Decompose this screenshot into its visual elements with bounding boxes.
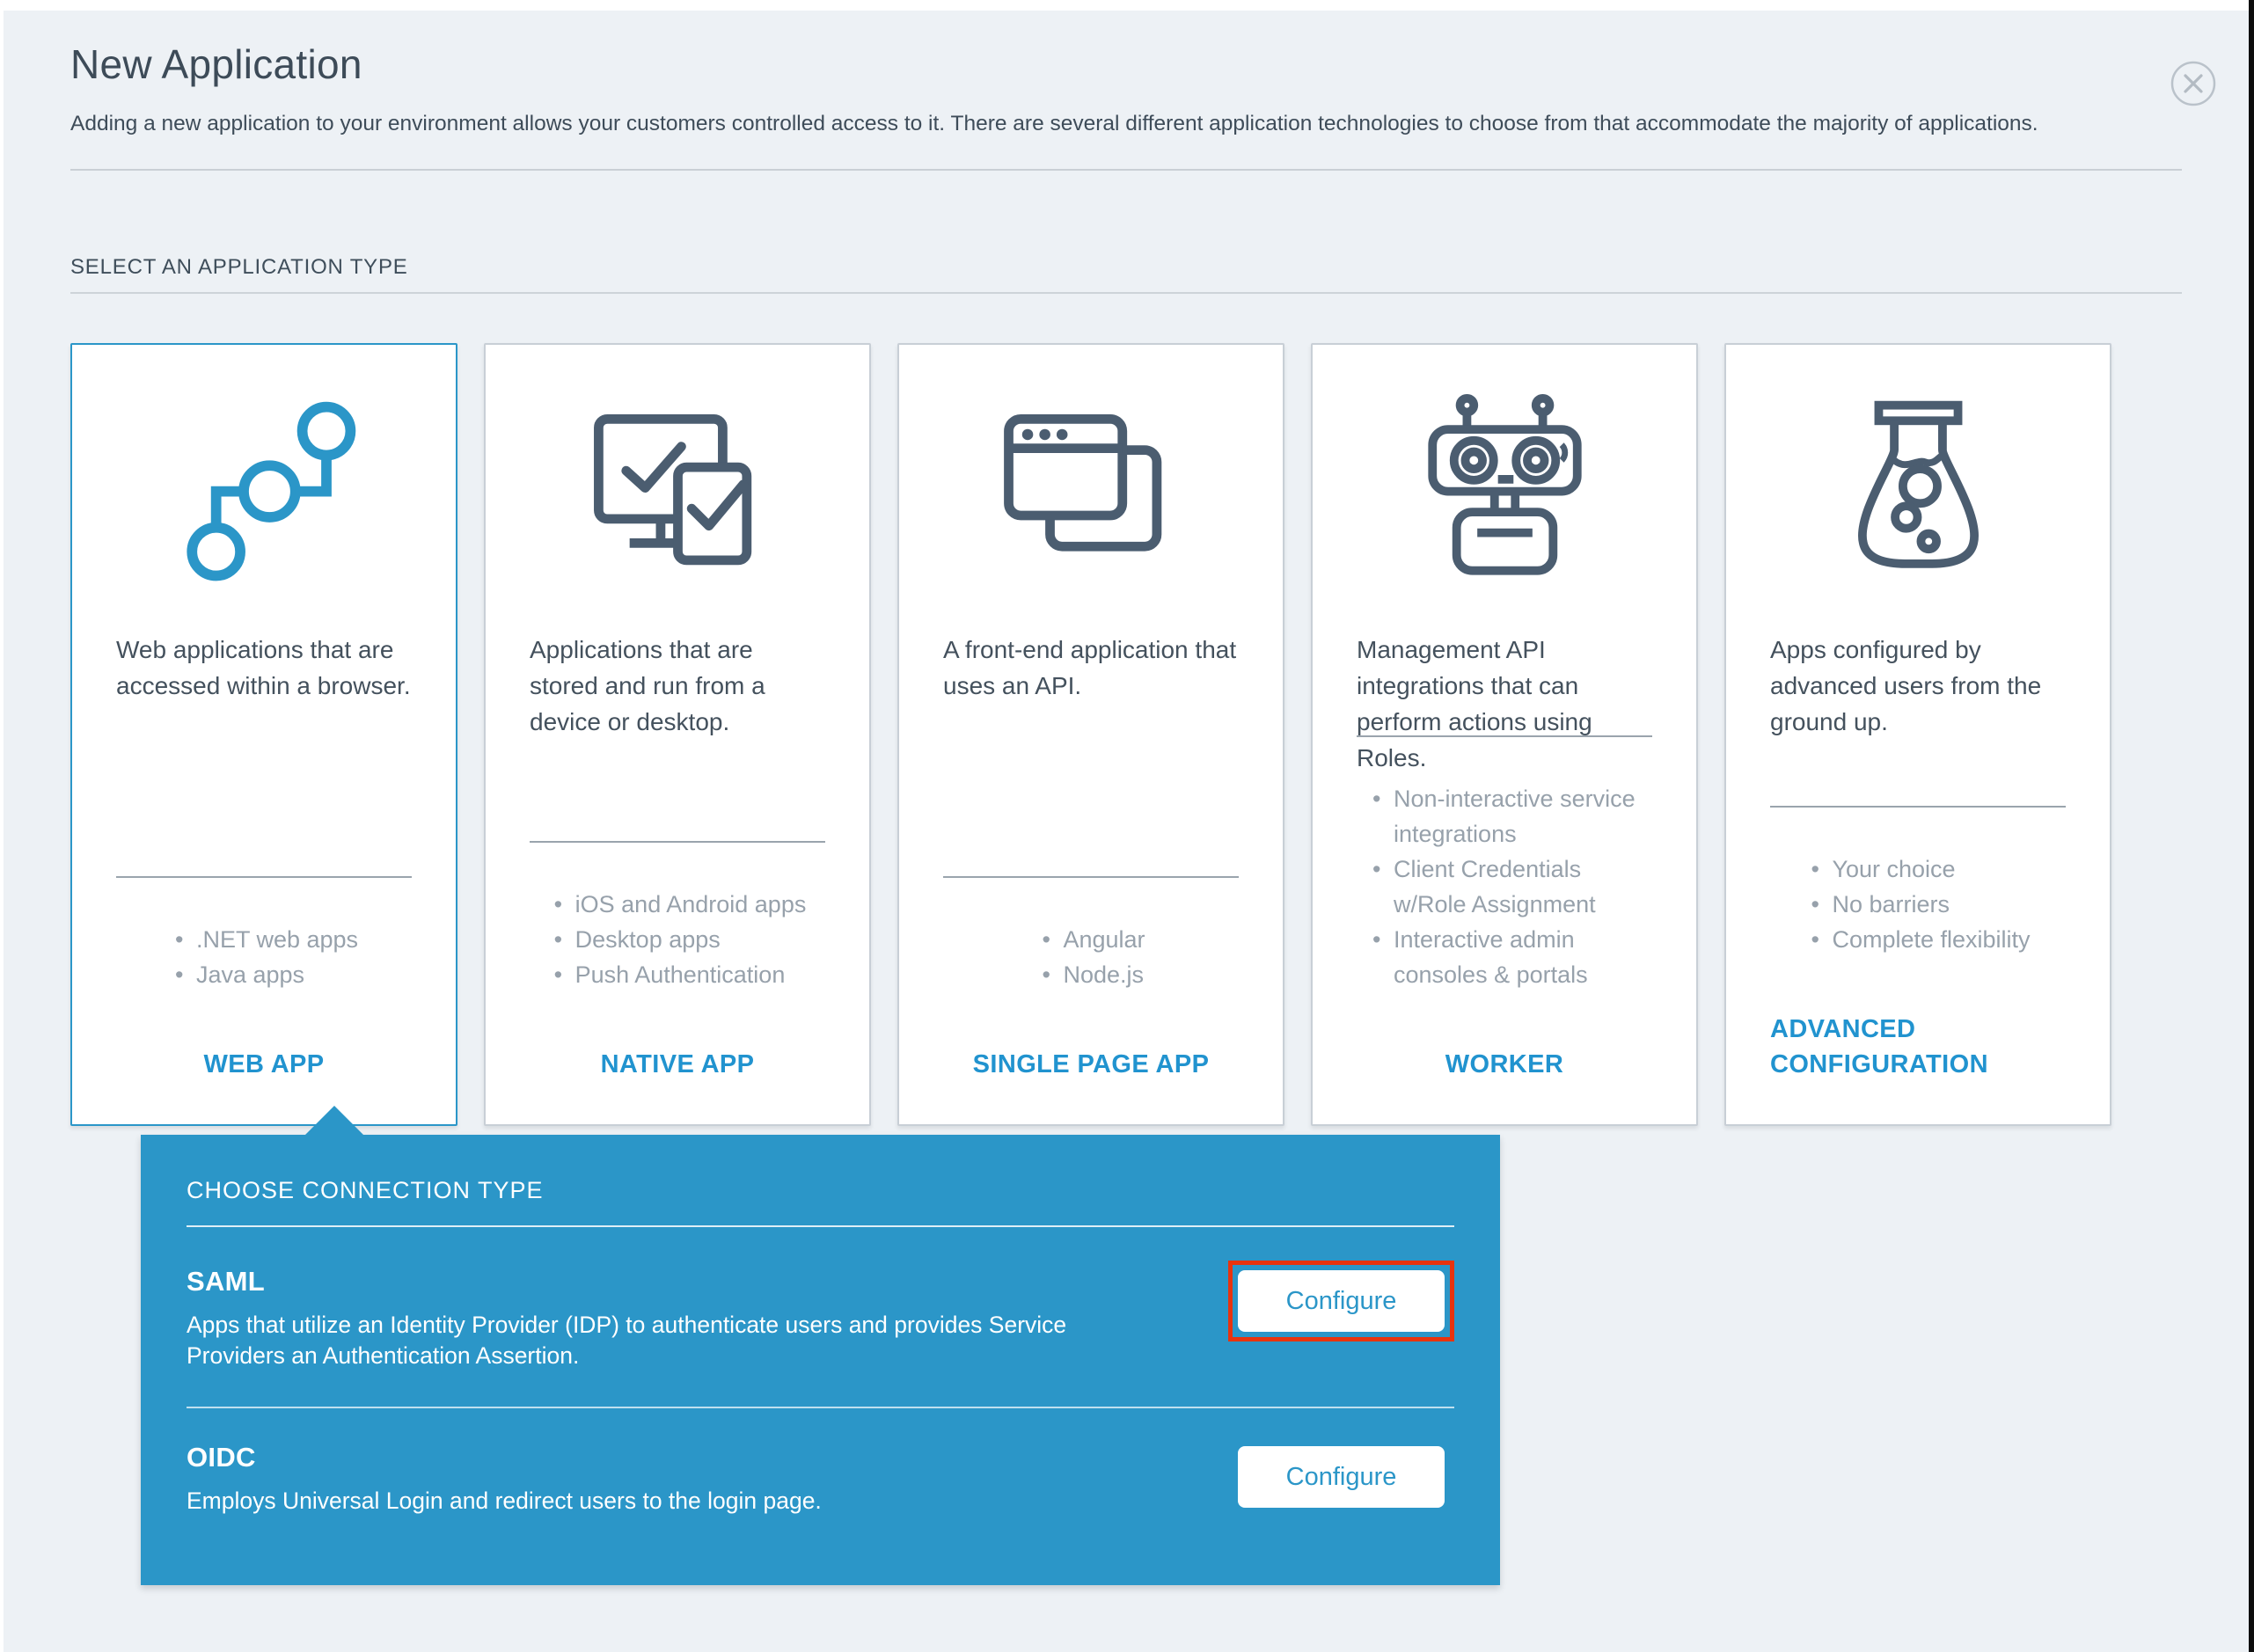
- divider: [116, 876, 412, 878]
- card-bullet-list: Your choice No barriers Complete flexibi…: [1805, 852, 2030, 957]
- card-description: Management API integrations that can per…: [1357, 636, 1592, 771]
- card-single-page-app[interactable]: A front-end application that uses an API…: [897, 343, 1284, 1126]
- close-button[interactable]: [2170, 60, 2217, 107]
- oidc-configure-button[interactable]: Configure: [1238, 1446, 1445, 1508]
- saml-configure-button[interactable]: Configure: [1238, 1270, 1445, 1332]
- divider: [1357, 735, 1652, 737]
- bullet-item: No barriers: [1805, 887, 2030, 922]
- card-native-app[interactable]: Applications that are stored and run fro…: [484, 343, 871, 1126]
- flask-icon: [1726, 389, 2110, 600]
- card-description: Web applications that are accessed withi…: [116, 636, 411, 699]
- card-description: A front-end application that uses an API…: [943, 636, 1237, 699]
- bullet-item: Non-interactive service integrations: [1367, 781, 1642, 852]
- card-type-label: ADVANCED CONFIGURATION: [1770, 1015, 1988, 1078]
- bullet-item: .NET web apps: [170, 922, 358, 957]
- dialog-description: Adding a new application to your environ…: [70, 112, 2038, 135]
- divider: [530, 841, 825, 843]
- application-type-cards: Web applications that are accessed withi…: [70, 343, 2182, 1126]
- button-spacer: Configure: [1228, 1436, 1454, 1517]
- card-type-label: WEB APP: [203, 1050, 325, 1078]
- page-title: New Application: [70, 41, 362, 87]
- connection-name: OIDC: [187, 1442, 256, 1473]
- highlight-outline: Configure: [1228, 1261, 1454, 1341]
- divider: [70, 169, 2182, 171]
- browser-windows-icon: [899, 389, 1283, 600]
- card-type-label: NATIVE APP: [600, 1050, 755, 1078]
- connection-option-saml: SAML Apps that utilize an Identity Provi…: [187, 1261, 1454, 1371]
- card-description: Applications that are stored and run fro…: [530, 636, 765, 735]
- divider: [187, 1225, 1454, 1227]
- divider: [187, 1407, 1454, 1408]
- bullet-item: Your choice: [1805, 852, 2030, 887]
- connection-description: Apps that utilize an Identity Provider (…: [187, 1312, 1067, 1369]
- card-type-label: SINGLE PAGE APP: [972, 1050, 1210, 1078]
- bullet-item: Client Credentials w/Role Assignment: [1367, 852, 1642, 922]
- panel-heading: CHOOSE CONNECTION TYPE: [187, 1177, 544, 1203]
- bullet-item: Java apps: [170, 957, 358, 992]
- bullet-item: Push Authentication: [549, 957, 807, 992]
- choose-connection-type-panel: CHOOSE CONNECTION TYPE SAML Apps that ut…: [141, 1106, 1500, 1585]
- screenshot-right-edge: [2249, 0, 2254, 1652]
- bullet-item: Complete flexibility: [1805, 922, 2030, 957]
- connection-option-oidc: OIDC Employs Universal Login and redirec…: [187, 1442, 1454, 1517]
- bullet-item: iOS and Android apps: [549, 887, 807, 922]
- close-icon: [2170, 61, 2216, 106]
- divider: [943, 876, 1239, 878]
- card-worker[interactable]: Management API integrations that can per…: [1311, 343, 1698, 1126]
- bullet-item: Angular: [1036, 922, 1145, 957]
- connection-description: Employs Universal Login and redirect use…: [187, 1488, 822, 1514]
- card-type-label: WORKER: [1445, 1050, 1564, 1078]
- bullet-item: Desktop apps: [549, 922, 807, 957]
- card-advanced-configuration[interactable]: Apps configured by advanced users from t…: [1724, 343, 2111, 1126]
- new-application-dialog: New Application Adding a new application…: [4, 11, 2249, 1652]
- bullet-item: Interactive admin consoles & portals: [1367, 922, 1642, 992]
- card-bullet-list: .NET web apps Java apps: [170, 922, 358, 992]
- card-web-app[interactable]: Web applications that are accessed withi…: [70, 343, 457, 1126]
- card-bullet-list: iOS and Android apps Desktop apps Push A…: [549, 887, 807, 992]
- workflow-nodes-icon: [72, 389, 456, 600]
- divider: [70, 292, 2182, 294]
- bullet-item: Node.js: [1036, 957, 1145, 992]
- divider: [1770, 806, 2066, 808]
- connection-name: SAML: [187, 1266, 266, 1297]
- card-description: Apps configured by advanced users from t…: [1770, 636, 2042, 735]
- robot-icon: [1313, 389, 1696, 600]
- card-bullet-list: Angular Node.js: [1036, 922, 1145, 992]
- card-bullet-list: Non-interactive service integrations Cli…: [1367, 781, 1642, 992]
- section-heading: SELECT AN APPLICATION TYPE: [70, 255, 408, 279]
- device-checkmarks-icon: [486, 389, 869, 600]
